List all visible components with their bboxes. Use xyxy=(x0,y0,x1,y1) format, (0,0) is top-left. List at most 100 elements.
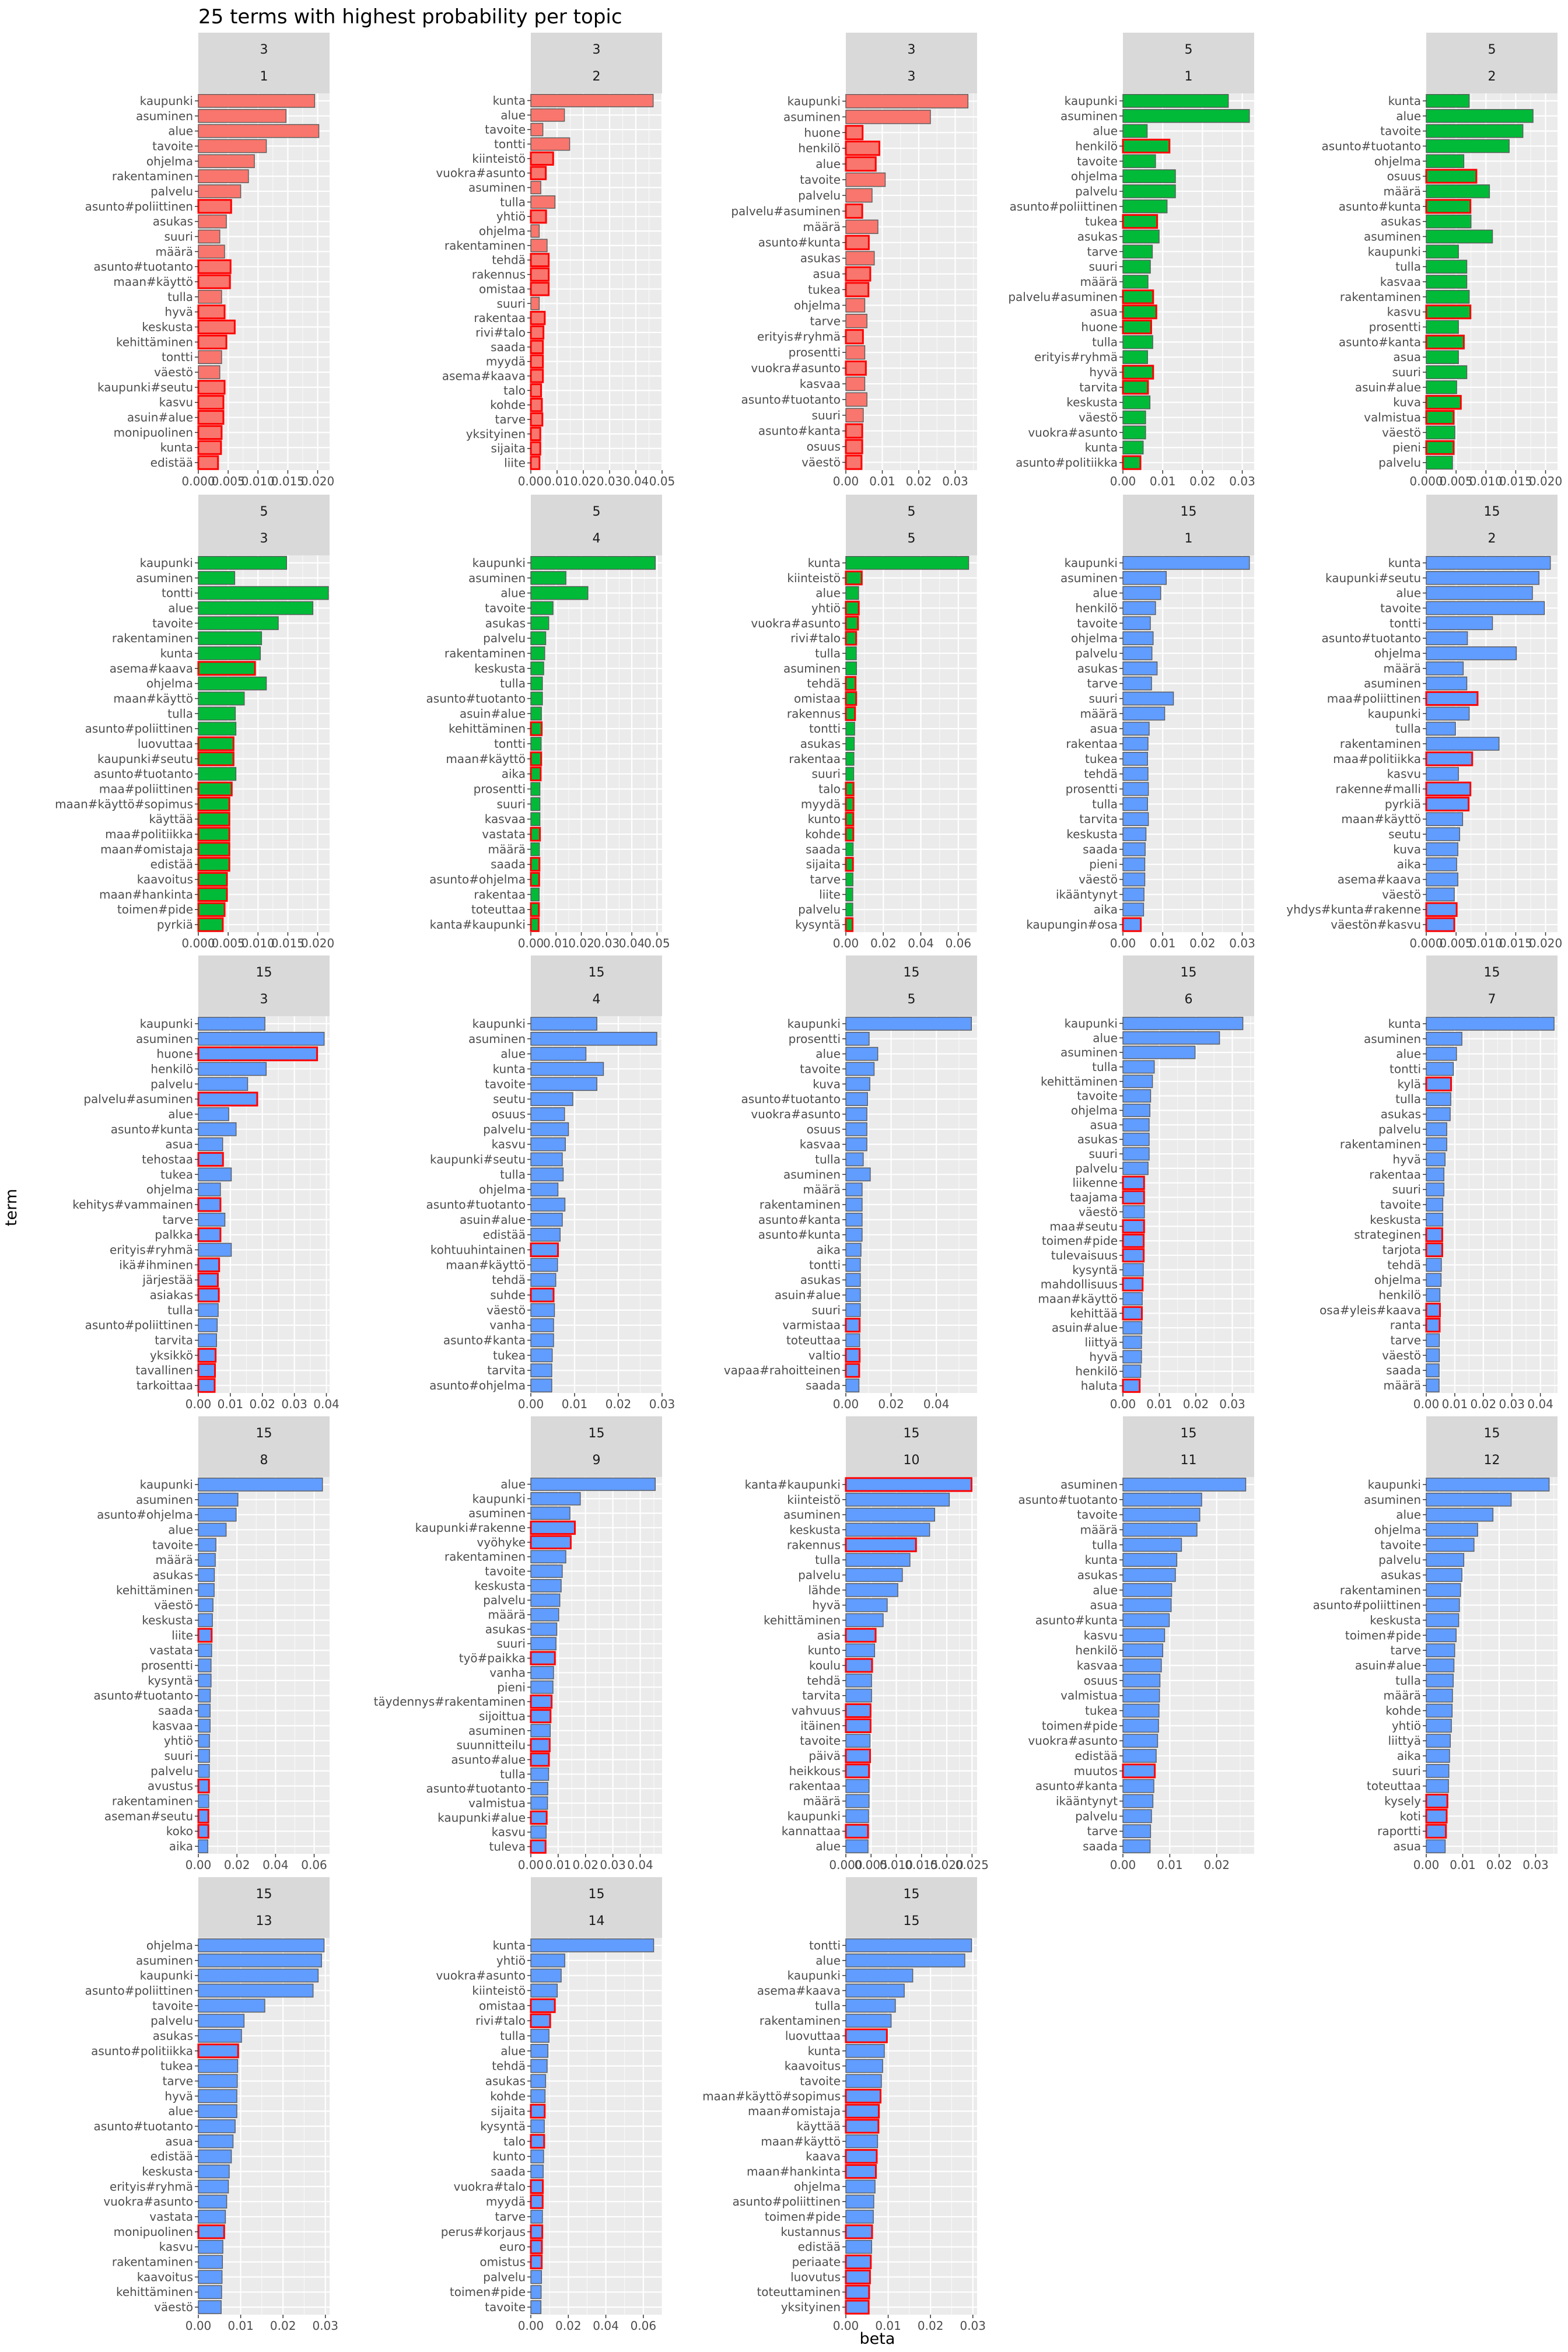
bar xyxy=(1122,335,1153,349)
term-label: asuminen xyxy=(1364,677,1421,691)
x-tick-label: 0.01 xyxy=(1150,474,1176,488)
term-label: asuminen xyxy=(783,110,841,124)
term-label: asuminen xyxy=(783,662,841,676)
term-label: luovuttaa xyxy=(785,2029,841,2043)
bar xyxy=(845,1107,867,1121)
term-label: määrä xyxy=(488,1608,526,1622)
bar xyxy=(1122,1734,1158,1748)
term-label: talo xyxy=(503,383,526,397)
term-label: ranta xyxy=(1390,1318,1421,1332)
term-label: tontti xyxy=(162,350,193,364)
term-label: asuminen xyxy=(136,1954,193,1968)
x-tick-label: 0.03 xyxy=(600,1858,626,1872)
term-label: rakentaminen xyxy=(1340,1138,1421,1152)
term-label: alue xyxy=(501,108,526,122)
bar xyxy=(1425,304,1472,320)
x-tick-label: 0.06 xyxy=(946,936,972,950)
bar xyxy=(845,1809,869,1824)
bar xyxy=(198,290,222,304)
bar xyxy=(1122,1794,1154,1808)
term-label: tulla xyxy=(1092,1060,1118,1074)
facet-strip-topic-label: 3 xyxy=(260,992,268,1007)
x-tick-label: 0.03 xyxy=(1499,1397,1525,1411)
x-tick-label: 0.02 xyxy=(918,2319,944,2333)
bar xyxy=(198,2149,232,2164)
facet-strip xyxy=(198,495,330,555)
term-label: alue xyxy=(501,1477,526,1491)
term-label: palvelu xyxy=(150,184,193,198)
term-label: kehittäminen xyxy=(449,722,526,736)
bar xyxy=(530,325,545,340)
bar xyxy=(845,646,857,660)
term-label: asuminen xyxy=(1364,1032,1421,1046)
bar xyxy=(1425,440,1455,455)
bar xyxy=(197,304,226,320)
bar xyxy=(1426,320,1459,334)
bar xyxy=(1122,797,1148,811)
term-label: kaupunki xyxy=(140,1017,193,1031)
term-label: tontti xyxy=(809,722,841,736)
bar xyxy=(1426,616,1493,631)
term-label: palvelu xyxy=(1075,1809,1118,1823)
bar xyxy=(530,1709,552,1724)
term-label: monipuolinen xyxy=(114,425,193,439)
bar xyxy=(845,314,867,328)
term-label: tavoite xyxy=(1380,1538,1421,1552)
facet-strip-group-label: 15 xyxy=(904,1887,920,1902)
bar xyxy=(530,1348,553,1363)
bar xyxy=(530,1578,562,1592)
term-label: palvelu xyxy=(150,1077,193,1091)
term-label: aika xyxy=(1397,1749,1421,1763)
term-label: tarvita xyxy=(487,1363,526,1377)
term-label: kaupunki xyxy=(788,94,841,108)
bar xyxy=(198,1031,325,1046)
bar xyxy=(1122,1306,1143,1321)
x-tick-label: 0.04 xyxy=(923,1397,950,1411)
term-label: asunto#tuotanto xyxy=(426,1782,526,1796)
term-label: keskusta xyxy=(474,662,526,676)
x-tick-label: 0.000 xyxy=(829,1858,862,1872)
x-tick-label: 0.02 xyxy=(572,1858,598,1872)
bar xyxy=(1122,380,1149,395)
bar xyxy=(530,1227,561,1242)
term-label: ohjelma xyxy=(1374,154,1421,168)
bar xyxy=(1122,1583,1172,1597)
x-tick-label: 0.04 xyxy=(1527,1397,1553,1411)
term-label: palvelu xyxy=(1075,184,1118,198)
term-label: tavoite xyxy=(152,1999,193,2013)
x-tick-label: 0.02 xyxy=(555,2319,582,2333)
bar xyxy=(198,1568,215,1582)
bar xyxy=(197,751,235,766)
bar xyxy=(1122,1553,1178,1567)
term-label: hyvä xyxy=(1089,1350,1118,1364)
bar xyxy=(530,310,546,326)
bar xyxy=(1122,1104,1150,1117)
term-label: rakentaminen xyxy=(112,631,193,645)
term-label: asunto#poliittinen xyxy=(85,200,193,214)
bar xyxy=(1426,1348,1440,1363)
term-label: kohde xyxy=(490,2089,526,2103)
x-tick-label: 0.015 xyxy=(905,1858,938,1872)
term-label: palvelu xyxy=(798,188,841,202)
bar xyxy=(197,380,226,395)
term-label: asuminen xyxy=(468,1724,526,1738)
x-tick-label: 0.03 xyxy=(1229,474,1255,488)
bar xyxy=(845,1092,868,1106)
x-tick-label: 0.04 xyxy=(623,474,649,488)
x-tick-label: 0.01 xyxy=(869,474,895,488)
term-label: kuva xyxy=(1393,842,1421,856)
term-label: kunta xyxy=(1085,440,1118,454)
term-label: asuminen xyxy=(468,1506,526,1520)
term-label: yhtiö xyxy=(496,1954,526,1968)
term-label: huone xyxy=(156,1047,193,1061)
x-tick-label: 0.015 xyxy=(271,936,304,950)
bar xyxy=(198,365,220,379)
term-label: maan#hankinta xyxy=(99,887,193,901)
bar xyxy=(845,1763,870,1779)
term-label: ohjelma xyxy=(146,154,193,168)
x-tick-label: 0.01 xyxy=(543,936,569,950)
facet-panel-5-1: 5 1 0.00 0.01 0.02 0.03 kaupunkiasuminenaluehe… xyxy=(1008,33,1255,488)
